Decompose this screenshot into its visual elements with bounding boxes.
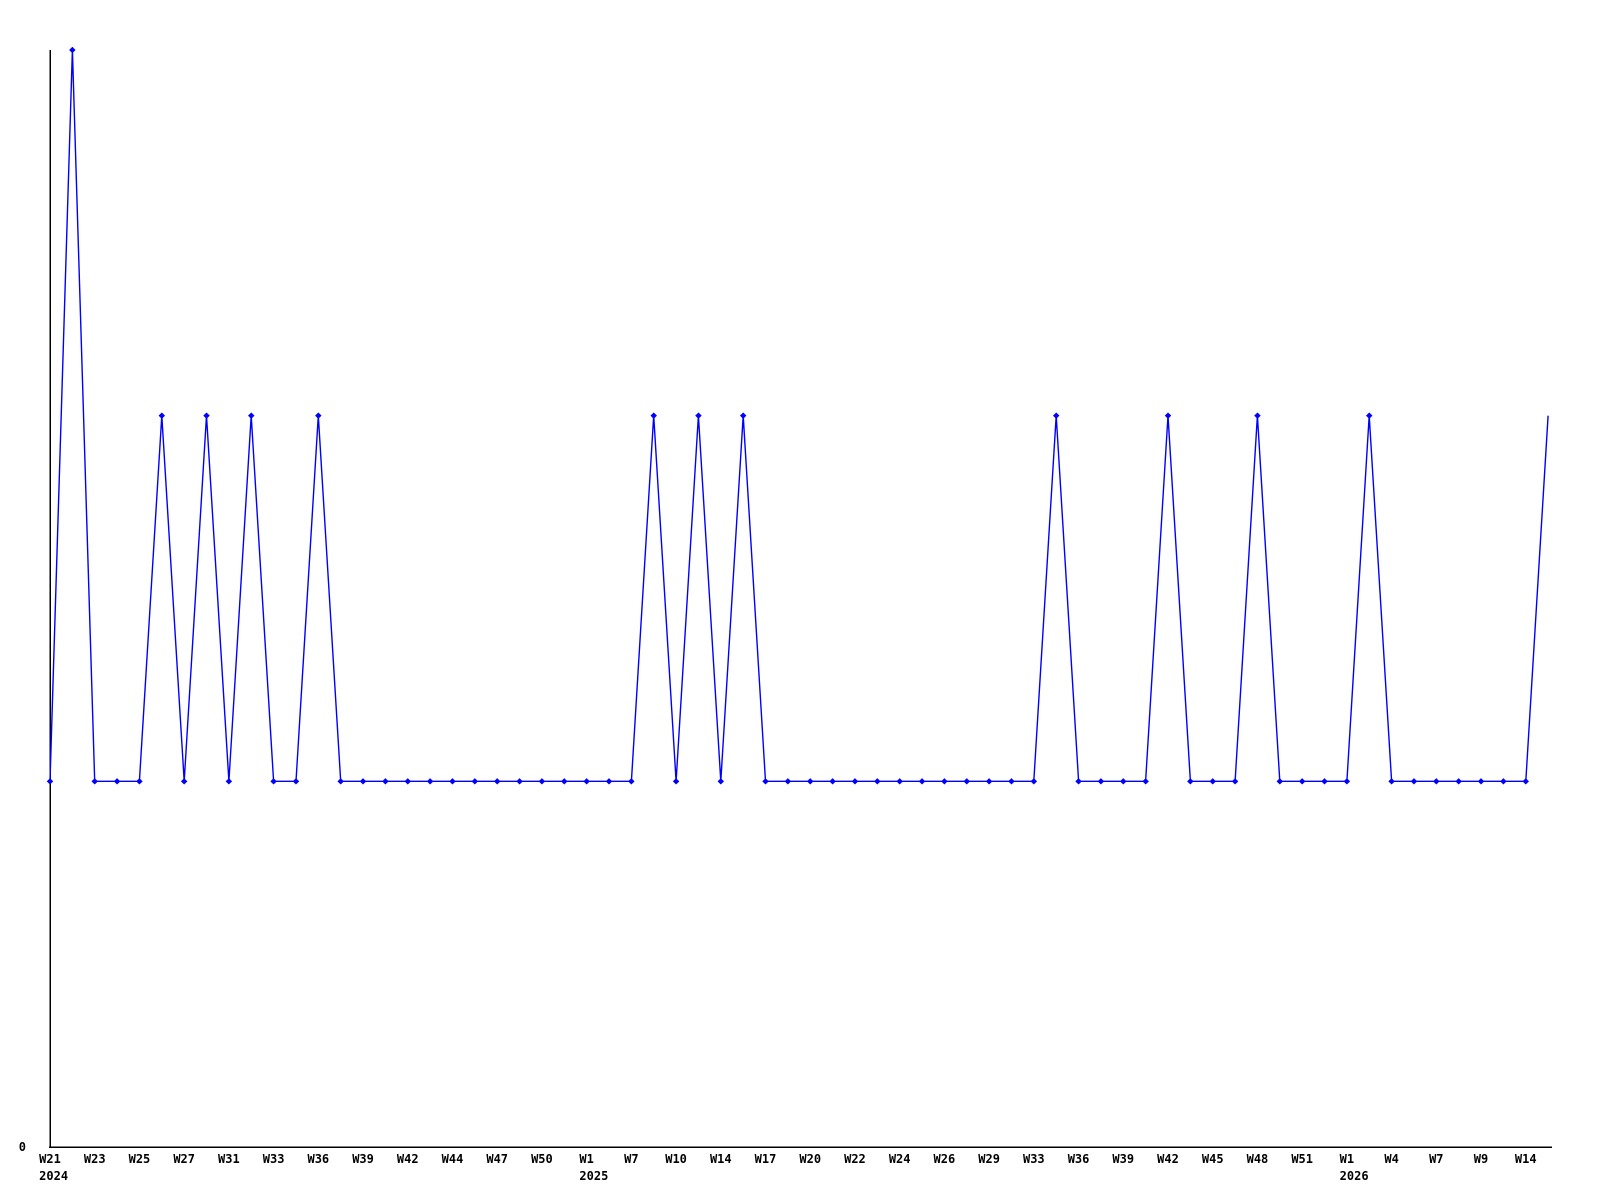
series-line xyxy=(49,49,1549,782)
axes-lines xyxy=(49,50,1552,1148)
x-tick-week-label: W47 xyxy=(486,1152,509,1166)
x-tick-week-label: W33 xyxy=(1022,1152,1045,1166)
x-tick-week-label: W45 xyxy=(1201,1152,1224,1166)
x-tick-week-label: W25 xyxy=(128,1152,151,1166)
x-tick-week-label: W21 xyxy=(39,1152,61,1166)
x-tick-week-label: W51 xyxy=(1291,1152,1313,1166)
x-tick-year-label: 2026 xyxy=(1339,1169,1369,1183)
x-tick-week-label: W39 xyxy=(1112,1152,1135,1166)
x-tick-week-label: W23 xyxy=(83,1152,106,1166)
x-tick-week-label: W44 xyxy=(441,1152,464,1166)
x-tick-week-label: W9 xyxy=(1473,1152,1489,1166)
x-tick-week-label: W42 xyxy=(1157,1152,1179,1166)
x-tick-week-label: W10 xyxy=(665,1152,687,1166)
x-tick-week-label: W26 xyxy=(933,1152,956,1166)
x-tick-week-label: W14 xyxy=(709,1152,732,1166)
x-tick-week-label: W1 xyxy=(1339,1152,1355,1166)
x-tick-week-label: W50 xyxy=(531,1152,553,1166)
x-tick-week-label: W20 xyxy=(799,1152,822,1166)
x-tick-year-label: 2024 xyxy=(39,1169,69,1183)
series-point-markers xyxy=(46,46,1529,785)
x-tick-week-label: W33 xyxy=(262,1152,285,1166)
x-tick-week-label: W36 xyxy=(307,1152,330,1166)
x-tick-week-label: W48 xyxy=(1246,1152,1269,1166)
x-tick-week-label: W39 xyxy=(352,1152,374,1166)
x-tick-week-label: W14 xyxy=(1514,1152,1537,1166)
x-tick-year-label: 2025 xyxy=(579,1169,609,1183)
x-tick-week-label: W29 xyxy=(978,1152,1000,1166)
x-tick-week-label: W1 xyxy=(579,1152,594,1166)
x-tick-week-label: W4 xyxy=(1384,1152,1399,1166)
x-tick-week-label: W42 xyxy=(396,1152,419,1166)
x-tick-week-label: W31 xyxy=(218,1152,240,1166)
x-tick-week-label: W7 xyxy=(624,1152,639,1166)
y-axis-zero-label: 0 xyxy=(18,1140,26,1154)
x-tick-week-label: W24 xyxy=(888,1152,911,1166)
x-tick-week-label: W22 xyxy=(844,1152,866,1166)
x-tick-week-label: W36 xyxy=(1067,1152,1090,1166)
x-tick-week-label: W17 xyxy=(754,1152,777,1166)
x-tick-week-label: W27 xyxy=(173,1152,195,1166)
x-tick-week-label: W7 xyxy=(1429,1152,1444,1166)
